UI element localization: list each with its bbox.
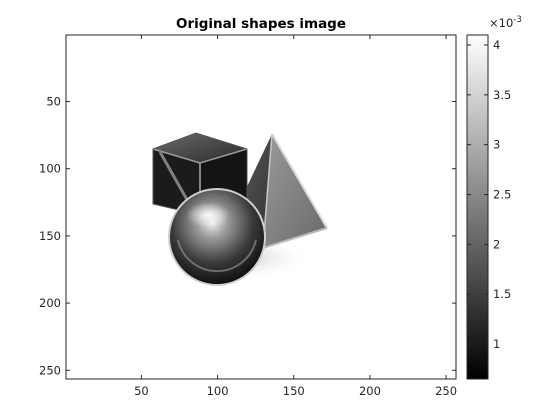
colorbar: 1 1.5 2 2.5 3 3.5 4 ×10-3 bbox=[466, 15, 522, 380]
y-tick-label: 250 bbox=[39, 363, 61, 377]
colorbar-tick-label: 4 bbox=[493, 38, 500, 52]
chart-title: Original shapes image bbox=[176, 16, 346, 32]
image-axes: 50 100 150 200 250 50 100 150 200 250 bbox=[39, 34, 457, 398]
sphere-shape bbox=[168, 188, 266, 286]
y-tick-label: 150 bbox=[39, 229, 61, 243]
colorbar-ticks: 1 1.5 2 2.5 3 3.5 4 bbox=[467, 38, 511, 351]
colorbar-tick-label: 3.5 bbox=[493, 88, 511, 102]
colorbar-tick-label: 2 bbox=[493, 237, 500, 251]
image-content bbox=[152, 132, 328, 286]
y-axis-ticks: 50 100 150 200 250 bbox=[39, 95, 456, 377]
x-tick-label: 50 bbox=[134, 384, 149, 398]
colorbar-tick-label: 1.5 bbox=[493, 287, 511, 301]
colorbar-box bbox=[466, 34, 489, 380]
colorbar-exponent: ×10-3 bbox=[489, 15, 522, 30]
axes-box bbox=[65, 34, 457, 380]
y-tick-label: 200 bbox=[39, 296, 61, 310]
colorbar-tick-label: 3 bbox=[493, 138, 500, 152]
x-tick-label: 200 bbox=[359, 384, 381, 398]
y-tick-label: 100 bbox=[39, 162, 61, 176]
colorbar-tick-label: 1 bbox=[493, 337, 500, 351]
x-tick-label: 100 bbox=[207, 384, 229, 398]
colorbar-tick-label: 2.5 bbox=[493, 188, 511, 202]
x-tick-label: 150 bbox=[283, 384, 305, 398]
x-tick-label: 250 bbox=[435, 384, 457, 398]
x-axis-ticks: 50 100 150 200 250 bbox=[134, 35, 457, 398]
y-tick-label: 50 bbox=[46, 95, 61, 109]
colorbar-gradient bbox=[467, 35, 488, 379]
